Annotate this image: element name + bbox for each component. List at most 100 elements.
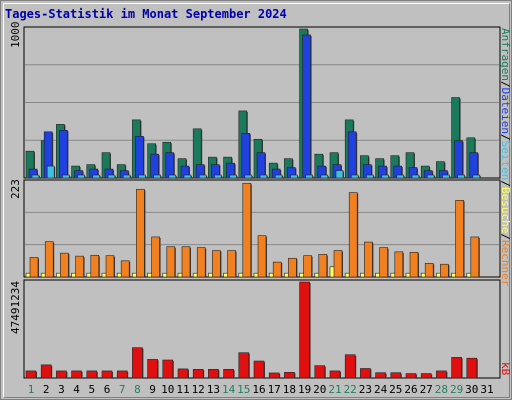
day-label: 28 [435,383,448,396]
legend-rechner: Rechner [499,240,512,287]
rechner-bar [348,192,358,278]
rechner-bar [212,250,221,278]
rechner-bar [120,260,130,278]
rechner-bar [470,236,480,278]
dateien-bar [347,131,357,179]
kb-bar [147,359,158,379]
legend-anfragen: Anfragen [499,28,512,81]
seiten-bar [77,174,85,179]
day-label: 17 [268,383,281,396]
seiten-bar [183,174,192,179]
chart-frame-inner [3,3,510,398]
rechner-bar [75,255,84,278]
dateien-bar [150,153,159,179]
kb-bar [360,368,371,379]
kb-bar [101,370,113,379]
rechner-bar [409,251,419,278]
day-label: 12 [192,383,205,396]
dateien-bar [135,135,144,179]
seiten-bar [274,174,283,179]
day-label: 23 [359,383,372,396]
rechner-bar [242,182,252,278]
kb-bar [238,352,250,379]
kb-bar [25,370,37,379]
seiten-bar [138,174,146,179]
seiten-bar [426,174,435,179]
kb-bar [162,359,174,379]
kb-bar [436,370,447,379]
dateien-bar [469,152,479,179]
legend-seiten: Seiten [499,141,512,181]
rechner-bar [364,241,373,278]
rechner-bar [136,188,145,278]
day-label: 30 [465,383,478,396]
rechner-bar [394,251,404,278]
seiten-bar [335,170,344,179]
day-label: 5 [88,383,95,396]
day-label: 11 [176,383,189,396]
seiten-bar [92,174,101,179]
day-label: 20 [313,383,326,396]
legend-kb: kB [499,362,512,376]
kb-bar [420,373,432,379]
legend-dateien: Dateien [499,88,512,134]
day-label: 3 [58,383,65,396]
dateien-bar [302,34,311,179]
seiten-bar [381,174,389,179]
seiten-bar [320,174,329,179]
seiten-bar [290,174,298,179]
rechner-bar [151,236,160,278]
day-label: 7 [119,383,126,396]
seiten-bar [153,174,161,179]
kb-bar [132,347,143,379]
rechner-bar [166,246,176,278]
day-label: 29 [450,383,463,396]
day-label: 9 [149,383,156,396]
day-label: 14 [222,383,236,396]
day-label: 18 [283,383,296,396]
seiten-bar [305,174,313,179]
day-label: 24 [374,383,388,396]
rechner-bar [181,246,191,278]
rechner-bar [29,257,39,278]
day-label: 16 [252,383,265,396]
rechner-bar [303,255,312,278]
kb-bar [405,373,417,379]
seiten-bar [411,174,420,179]
seiten-bar [259,174,268,179]
day-label: 2 [43,383,50,396]
dateien-bar [454,140,463,179]
seiten-bar [168,174,177,179]
seiten-bar [396,174,405,179]
kb-bar [390,372,402,379]
legend-besuche: Besuche [499,187,512,233]
right-legend-kb: kB [499,362,512,376]
day-label: 26 [404,383,417,396]
rechner-bar [90,254,100,278]
dateien-bar [59,130,68,179]
day-label: 6 [104,383,111,396]
kb-bar [299,281,310,379]
legend-separator: / [499,134,512,141]
rechner-bar [333,250,343,278]
seiten-bar [122,174,131,179]
rechner-bar [379,247,388,278]
rechner-bar [196,247,206,278]
day-label: 8 [134,383,141,396]
legend-separator: / [499,180,512,187]
kb-bar [192,369,204,379]
seiten-bar [350,174,359,179]
seiten-bar [198,174,207,179]
kb-bar [208,369,219,379]
kb-bar [40,364,52,379]
seiten-bar [31,174,40,179]
kb-bar [375,372,386,379]
dateien-bar [256,152,266,179]
kb-bar [329,370,341,379]
seiten-bar [244,174,253,179]
legend-separator: / [499,233,512,240]
kb-bar [56,370,67,379]
seiten-bar [62,174,70,179]
rechner-bar [455,200,464,278]
dateien-bar [165,152,175,179]
